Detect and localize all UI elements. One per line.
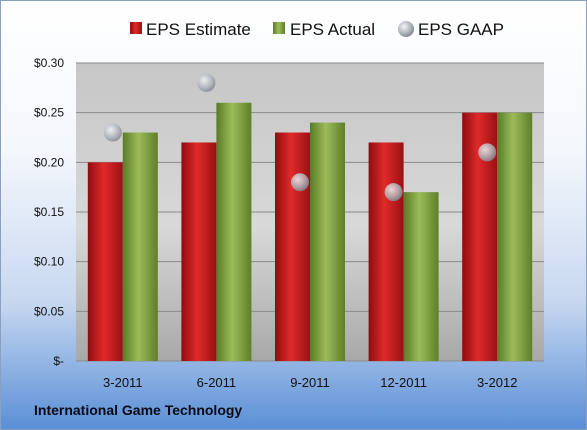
- legend-label-actual: EPS Actual: [290, 20, 375, 39]
- gaap-markers: [103, 73, 497, 202]
- bar-eps-actual: [497, 112, 533, 362]
- gaap-point: [291, 173, 309, 192]
- bar-eps-estimate: [275, 132, 310, 361]
- bar-eps-estimate: [368, 142, 404, 361]
- gaap-point: [478, 143, 497, 162]
- y-tick-label: $0.10: [34, 255, 64, 269]
- legend-marker-gaap: [398, 21, 414, 37]
- legend-swatch-actual: [273, 22, 285, 34]
- y-axis-ticks: $- $0.05 $0.10 $0.15 $0.20 $0.25 $0.30: [34, 56, 64, 368]
- bar-eps-actual: [122, 132, 158, 361]
- bar-eps-estimate: [87, 162, 123, 361]
- legend-label-gaap: EPS GAAP: [418, 20, 504, 39]
- legend: EPS Estimate EPS Actual EPS GAAP: [130, 20, 504, 39]
- legend-swatch-estimate: [130, 22, 142, 34]
- legend-label-estimate: EPS Estimate: [146, 20, 251, 39]
- x-tick-label: 3-2012: [477, 375, 517, 390]
- bar-eps-actual: [403, 192, 439, 361]
- gaap-point: [197, 73, 216, 92]
- gaap-point: [103, 123, 122, 142]
- x-axis-labels: 3-2011 6-2011 9-2011 12-2011 3-2012: [103, 375, 517, 390]
- x-tick-label: 9-2011: [290, 375, 330, 390]
- gaap-point: [384, 183, 403, 202]
- bar-eps-actual: [216, 102, 252, 361]
- bar-eps-actual: [310, 122, 345, 361]
- bars: [87, 102, 533, 362]
- x-tick-label: 3-2011: [103, 375, 143, 390]
- company-name: International Game Technology: [34, 402, 243, 418]
- y-tick-label: $0.20: [34, 155, 64, 169]
- y-tick-label: $0.05: [34, 304, 64, 318]
- x-tick-label: 12-2011: [380, 375, 427, 390]
- y-tick-label: $0.30: [34, 56, 64, 70]
- y-tick-label: $0.25: [34, 106, 64, 120]
- y-tick-label: $-: [53, 354, 64, 368]
- x-tick-label: 6-2011: [197, 375, 237, 390]
- bar-eps-estimate: [181, 142, 217, 361]
- y-tick-label: $0.15: [34, 205, 64, 219]
